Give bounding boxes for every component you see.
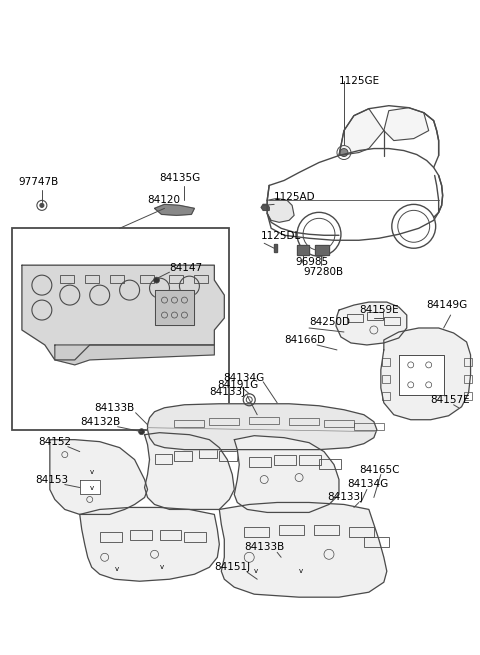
Bar [155,454,172,464]
Bar [382,375,390,383]
Bar [299,455,321,464]
Polygon shape [55,345,215,365]
Bar [384,317,400,325]
Text: v: v [299,569,303,574]
Bar [130,531,152,540]
Bar [349,527,374,537]
Polygon shape [384,107,429,141]
Bar [249,417,279,424]
Text: 84157E: 84157E [431,395,470,405]
Polygon shape [50,440,147,514]
Polygon shape [80,508,219,581]
Text: 84133B: 84133B [244,542,285,552]
Bar [184,533,206,542]
Polygon shape [80,479,100,495]
Text: 84166D: 84166D [284,335,325,345]
Text: v: v [90,468,94,475]
Bar [279,525,304,535]
Bar [314,525,339,535]
Bar [367,312,383,320]
Polygon shape [22,265,224,360]
Circle shape [139,428,144,435]
Bar [464,392,471,400]
Bar [464,375,471,383]
Bar [174,420,204,426]
Bar [109,275,124,283]
Polygon shape [399,355,444,395]
Bar [169,275,183,283]
Bar [100,533,121,542]
Bar [324,420,354,426]
Bar [209,418,239,424]
Circle shape [40,204,44,208]
Bar [249,457,271,466]
Bar [174,451,192,460]
Polygon shape [267,198,294,222]
Bar [464,358,471,366]
Text: 84134G: 84134G [223,373,264,383]
Polygon shape [339,109,384,155]
Bar [274,455,296,464]
Polygon shape [144,433,234,510]
Circle shape [340,149,348,157]
Bar [347,314,363,322]
Text: v: v [254,569,258,574]
Bar [140,275,154,283]
Text: 1125GE: 1125GE [339,76,380,86]
Text: 84191G: 84191G [217,380,259,390]
Polygon shape [234,436,339,512]
Text: 97280B: 97280B [303,267,343,277]
Bar [382,358,390,366]
Text: 84159E: 84159E [359,305,398,315]
Text: 84151J: 84151J [215,562,251,572]
Bar [60,275,74,283]
Text: 1125DL: 1125DL [261,231,301,241]
Polygon shape [219,502,387,597]
Bar [244,527,269,537]
Text: 97747B: 97747B [18,178,58,187]
Polygon shape [274,244,277,252]
Text: 84132B: 84132B [80,417,120,426]
Text: 84134G: 84134G [347,479,388,489]
Polygon shape [147,403,377,449]
Text: 84165C: 84165C [359,464,399,475]
Polygon shape [155,204,194,215]
Bar [219,451,237,460]
Polygon shape [381,328,470,420]
Text: 84147: 84147 [169,263,203,273]
Text: 1125AD: 1125AD [274,193,316,202]
Bar [85,275,99,283]
Text: 84153: 84153 [35,474,68,485]
Bar [199,447,217,458]
Text: 96985: 96985 [295,257,328,267]
Text: v: v [90,485,94,491]
Bar [319,458,341,468]
Text: 84133B: 84133B [95,403,135,413]
Polygon shape [297,245,309,255]
Text: 84149G: 84149G [427,300,468,310]
Bar [289,418,319,424]
Polygon shape [155,290,194,325]
Text: 84120: 84120 [147,195,180,206]
Bar [354,422,384,430]
Text: v: v [159,564,164,571]
Text: 84133J: 84133J [209,387,245,397]
Text: 84133J: 84133J [327,493,363,502]
Bar [364,537,389,548]
Circle shape [154,277,159,283]
Bar [12,229,229,430]
Text: v: v [115,567,119,572]
Text: 84152: 84152 [38,437,71,447]
Text: 84135G: 84135G [159,174,201,183]
Polygon shape [315,245,329,255]
Bar [159,531,181,540]
Polygon shape [261,204,269,210]
Bar [194,275,208,283]
Bar [382,392,390,400]
Polygon shape [336,302,407,345]
Text: 84250D: 84250D [309,317,350,327]
